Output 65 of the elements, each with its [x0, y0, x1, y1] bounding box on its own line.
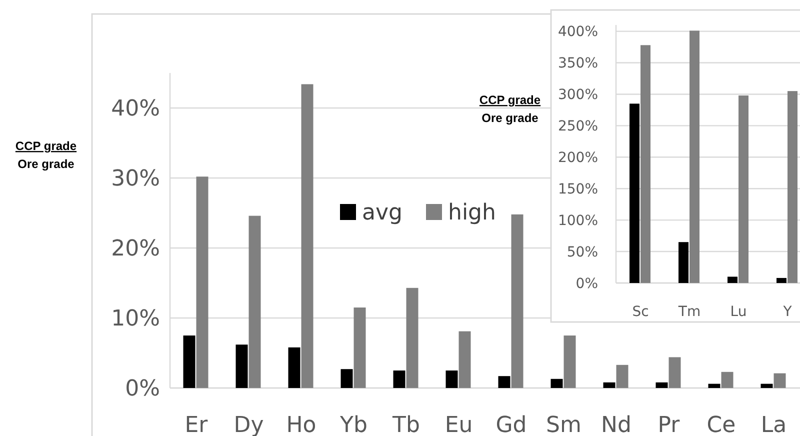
y-tick-label: 0%	[576, 276, 598, 292]
y-tick-label: 300%	[558, 87, 598, 104]
bar	[236, 344, 248, 388]
x-tick-label: Lu	[730, 304, 747, 320]
bar	[406, 288, 418, 388]
y-tick-label: 350%	[558, 56, 598, 72]
bar	[678, 242, 688, 283]
bar	[288, 347, 300, 388]
x-tick-label: Yb	[339, 413, 368, 436]
bar	[564, 336, 576, 388]
legend-label: avg	[362, 200, 402, 226]
x-tick-label: Y	[782, 304, 792, 320]
y-tick-label: 250%	[558, 118, 598, 135]
y-tick-label: 400%	[558, 24, 598, 40]
bar	[668, 357, 681, 388]
x-tick-label: Eu	[444, 413, 473, 436]
y-tick-label: 200%	[558, 150, 598, 166]
bar	[183, 336, 196, 388]
bar	[776, 278, 786, 283]
y-tick-label: 150%	[558, 182, 598, 198]
bar	[774, 373, 786, 388]
bar	[721, 372, 734, 388]
x-tick-label: Sm	[546, 413, 582, 436]
bar	[354, 308, 366, 388]
legend-label: high	[448, 200, 496, 226]
x-tick-label: Er	[184, 413, 209, 436]
x-tick-label: Ho	[286, 413, 316, 436]
bar	[728, 276, 738, 283]
x-tick-label: Gd	[496, 413, 527, 436]
bar	[788, 91, 798, 283]
bar	[603, 382, 616, 388]
y-tick-label: 30%	[111, 166, 160, 192]
bar	[393, 370, 406, 388]
bar	[550, 378, 563, 388]
x-tick-label: Tm	[677, 304, 701, 320]
bar	[640, 45, 650, 283]
bar	[616, 364, 628, 388]
x-tick-label: Ce	[706, 413, 736, 436]
x-tick-label: Pr	[658, 413, 681, 436]
y-axis-title: CCP grade Ore grade	[479, 93, 541, 125]
bar	[738, 95, 748, 283]
bar	[340, 369, 353, 388]
bar	[708, 384, 720, 388]
y-tick-label: 50%	[566, 244, 598, 260]
y-tick-label: 40%	[111, 96, 160, 122]
bar	[458, 331, 471, 388]
bar	[446, 370, 458, 388]
bar	[498, 376, 510, 388]
bar	[248, 216, 261, 388]
y-tick-label: 100%	[558, 212, 598, 229]
bar	[656, 382, 668, 388]
x-tick-label: Nd	[601, 413, 632, 436]
bar	[196, 176, 208, 388]
y-tick-label: 10%	[111, 306, 160, 332]
bar	[760, 384, 773, 388]
x-tick-label: Sc	[632, 304, 649, 320]
bar	[301, 84, 314, 388]
bar	[630, 104, 640, 283]
bar	[511, 214, 524, 388]
x-tick-label: La	[760, 413, 787, 436]
bar	[690, 30, 700, 283]
x-tick-label: Tb	[392, 413, 420, 436]
y-tick-label: 20%	[111, 236, 160, 262]
y-axis-title: CCP grade Ore grade	[15, 139, 77, 171]
y-tick-label: 0%	[125, 376, 160, 402]
